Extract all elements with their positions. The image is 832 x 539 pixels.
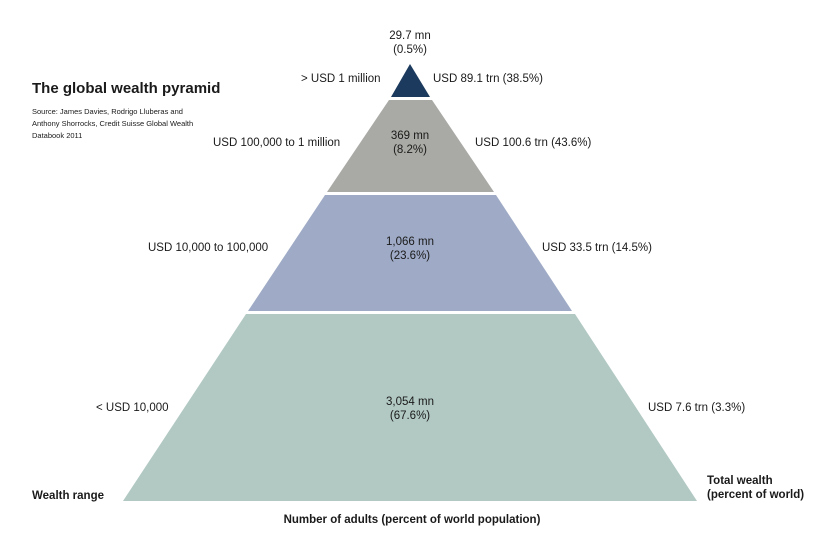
total-wealth-label-line2: (percent of world): [707, 489, 805, 501]
source-note: Source: James Davies, Rodrigo Lluberas a…: [32, 107, 194, 140]
tier-base-range: < USD 10,000: [96, 402, 169, 414]
tier-upper-middle-wealth: USD 100.6 trn (43.6%): [475, 137, 592, 149]
tier-top-adults-count: 29.7 mn: [389, 30, 431, 42]
tier-upper-middle-range: USD 100,000 to 1 million: [213, 137, 341, 149]
tier-top-adults: 29.7 mn (0.5%): [370, 29, 450, 57]
tier-base-adults: 3,054 mn (67.6%): [370, 395, 450, 423]
tier-upper-middle-adults-pct: (8.2%): [393, 144, 427, 156]
page-title: The global wealth pyramid: [32, 80, 221, 97]
tier-base: [123, 314, 697, 501]
tier-base-wealth: USD 7.6 trn (3.3%): [648, 402, 746, 414]
tier-top-adults-pct: (0.5%): [393, 44, 427, 56]
tier-middle-range: USD 10,000 to 100,000: [148, 242, 269, 254]
tier-middle-adults: 1,066 mn (23.6%): [370, 235, 450, 263]
adults-axis-label: Number of adults (percent of world popul…: [283, 514, 541, 526]
tier-base-adults-pct: (67.6%): [389, 410, 431, 422]
tier-top-range: > USD 1 million: [301, 73, 381, 85]
tier-middle-adults-count: 1,066 mn: [386, 236, 434, 248]
tier-middle: [248, 195, 572, 311]
tier-top-wealth: USD 89.1 trn (38.5%): [433, 73, 543, 85]
total-wealth-label-line1: Total wealth: [707, 475, 773, 487]
tier-middle-adults-pct: (23.6%): [389, 250, 431, 262]
total-wealth-label: Total wealth (percent of world): [707, 474, 804, 502]
tier-middle-wealth: USD 33.5 trn (14.5%): [542, 242, 652, 254]
tier-top: [391, 64, 430, 97]
tier-upper-middle: [327, 100, 494, 192]
tier-upper-middle-adults-count: 369 mn: [390, 130, 430, 142]
tier-base-adults-count: 3,054 mn: [386, 396, 434, 408]
wealth-range-label: Wealth range: [32, 490, 104, 502]
tier-upper-middle-adults: 369 mn (8.2%): [370, 129, 450, 157]
